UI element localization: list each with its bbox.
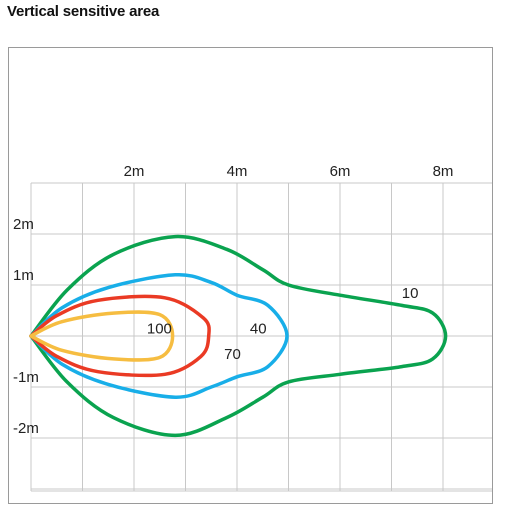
chart-title: Vertical sensitive area: [7, 3, 160, 20]
contour-label-40: 40: [250, 320, 267, 337]
contour-curve-70: [29, 294, 211, 378]
x-tick-label: 4m: [227, 163, 248, 180]
x-tick-label: 6m: [330, 163, 351, 180]
contour-curve-100: [29, 310, 175, 362]
y-tick-label: -1m: [13, 369, 39, 386]
x-tick-label: 8m: [433, 163, 454, 180]
tick-labels: 2m 4m 6m 8m 2m 1m -1m -2m: [13, 163, 453, 437]
chart-frame: [8, 47, 493, 504]
contour-label-70: 70: [224, 346, 241, 363]
grid: [30, 182, 492, 492]
contour-curves: [29, 234, 448, 438]
contour-labels: 10 40 70 100: [147, 285, 419, 363]
y-tick-label: 1m: [13, 267, 34, 284]
y-tick-label: 2m: [13, 216, 34, 233]
y-tick-label: -2m: [13, 420, 39, 437]
x-tick-label: 2m: [124, 163, 145, 180]
contour-label-100: 100: [147, 320, 172, 337]
contour-label-10: 10: [402, 285, 419, 302]
contour-curve-40: [29, 272, 289, 399]
contour-curve-10: [29, 234, 448, 438]
